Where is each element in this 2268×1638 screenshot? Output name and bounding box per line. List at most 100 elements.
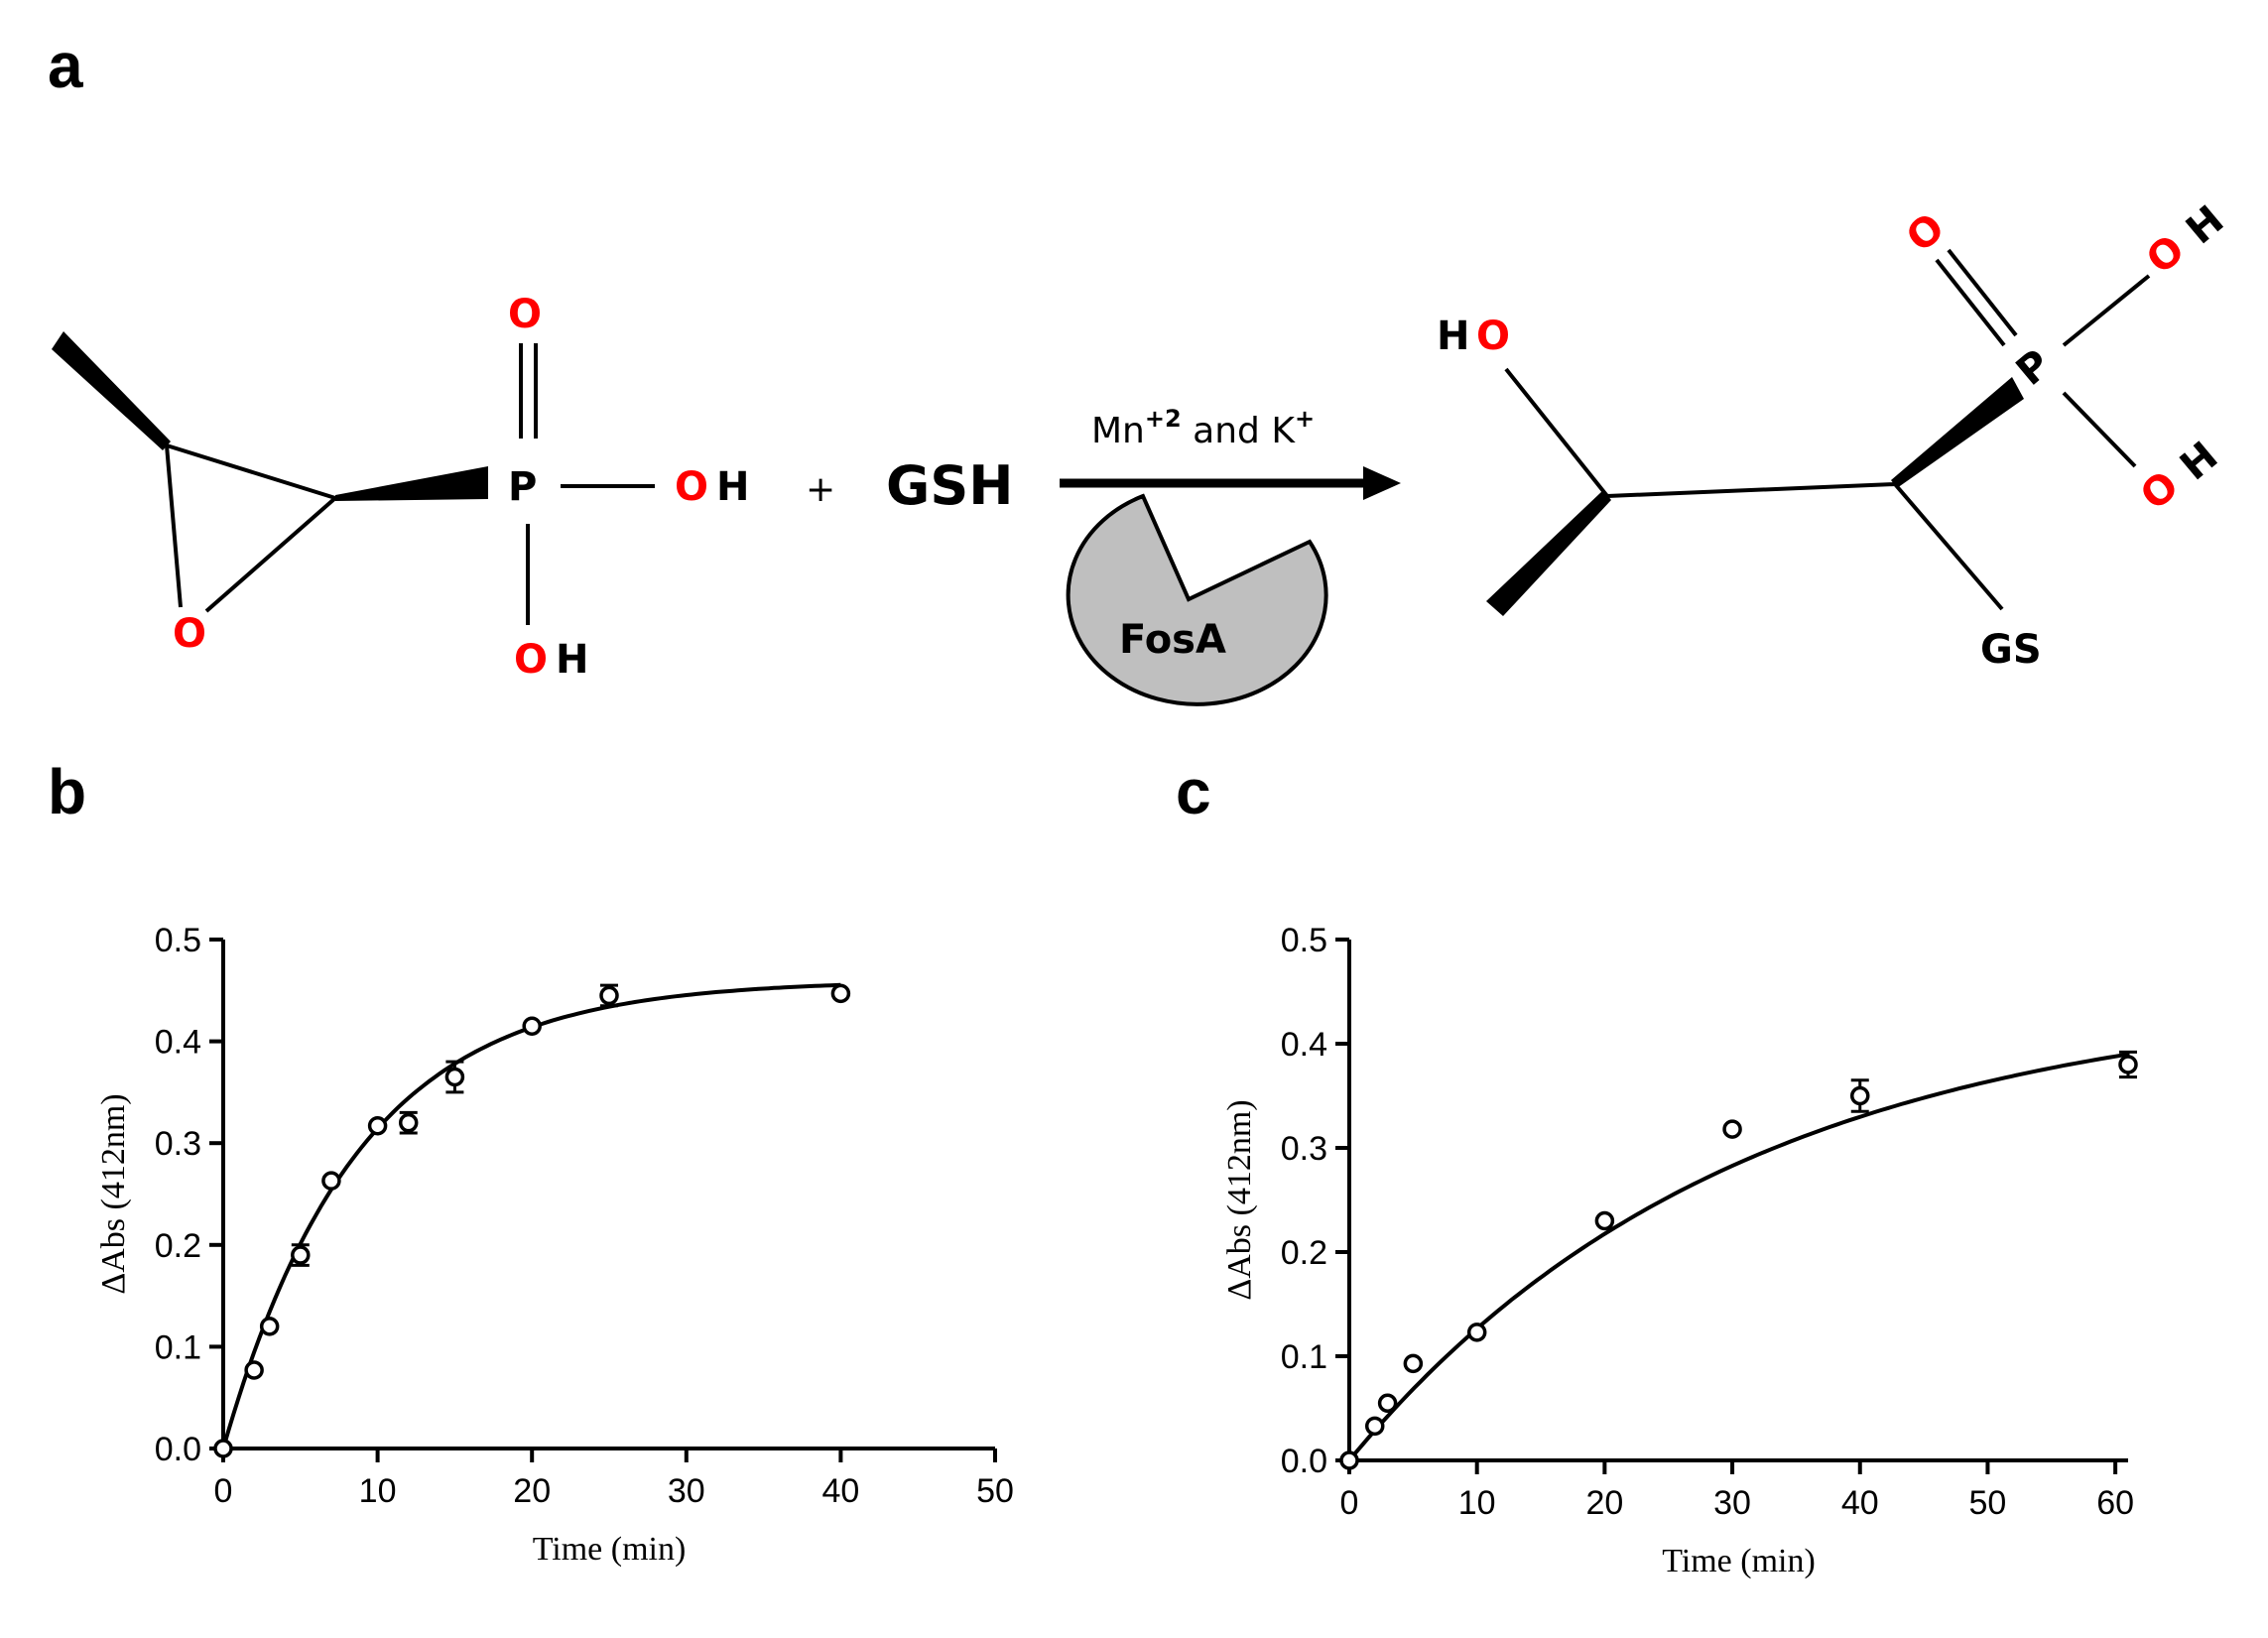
chart-b-x-tick-label: 30 — [668, 1472, 705, 1510]
chart-c-x-tick-label: 60 — [2096, 1484, 2134, 1522]
panel-label-b: b — [48, 756, 86, 827]
chart-c-data-point — [1594, 1210, 1615, 1231]
chart-c-y-tick-label: 0.4 — [1281, 1026, 1327, 1064]
chart-c-y-axis-label: ΔAbs (412nm) — [1221, 1099, 1258, 1300]
chart-c-x-tick-label: 10 — [1458, 1484, 1496, 1522]
reagent-gsh: GSH — [886, 454, 1013, 517]
chart-b-data-point — [830, 983, 851, 1004]
chart-c-data-point — [1850, 1085, 1870, 1106]
chart-b-x-axis-label: Time (min) — [533, 1531, 687, 1568]
chart-b-fit-curve — [221, 982, 841, 1449]
reaction-arrow-head — [1363, 466, 1401, 500]
chart-b-x-tick-label: 10 — [359, 1472, 397, 1510]
atom-h-bottom-product: H — [2172, 434, 2226, 490]
chart-b-axes — [209, 938, 997, 1462]
atom-h-left: H — [1437, 314, 1469, 359]
panel-label-c: c — [1176, 756, 1211, 827]
atom-h-right: H — [716, 464, 749, 510]
chart-c-data-point — [1377, 1393, 1398, 1413]
bond-pp-o-double-1 — [1935, 258, 2006, 347]
chart-c-data-point — [1339, 1450, 1359, 1470]
bond-c2-gs — [1893, 482, 2004, 611]
reaction-conditions: Mn+2 and K+ — [1091, 405, 1315, 451]
atom-p: P — [508, 464, 537, 510]
bond-ring-top — [166, 443, 336, 500]
chart-b-y-tick-label: 0.2 — [155, 1227, 201, 1265]
enzyme-label: FosA — [1119, 617, 1226, 663]
chart-b-x-tick-label: 0 — [214, 1472, 233, 1510]
chart-b-y-tick-label: 0.0 — [155, 1431, 201, 1468]
chart-c-x-tick-labels: 0 10 20 30 40 50 60 — [1340, 1484, 2135, 1522]
chart-b-data-point — [213, 1439, 233, 1458]
chart-b-data-point — [599, 985, 619, 1006]
chart-b-y-tick-label: 0.5 — [155, 922, 201, 959]
chart-c-x-tick-label: 40 — [1841, 1484, 1879, 1522]
chart-c: 0 10 20 30 40 50 60 0.0 0.1 0.2 0.3 0.4 0.5 Time (m… — [1221, 922, 2138, 1579]
chart-c-y-tick-label: 0.5 — [1281, 922, 1327, 959]
chart-c-data-point — [1722, 1119, 1742, 1139]
chart-c-x-tick-label: 0 — [1340, 1484, 1359, 1522]
atom-o-bottom: O — [514, 637, 548, 683]
chart-b-data-point — [522, 1016, 542, 1036]
chart-c-y-tick-label: 0.2 — [1281, 1234, 1327, 1272]
chart-b-y-tick-label: 0.4 — [155, 1024, 201, 1062]
chart-b-points — [213, 983, 851, 1458]
reaction-scheme: O P O O H O H + GSH Mn+2 and K+ FosA — [52, 197, 2232, 706]
bond-ring-right — [204, 496, 337, 613]
panel-label-a: a — [48, 30, 83, 101]
chart-c-data-point — [1466, 1323, 1487, 1342]
atom-h-bottom: H — [556, 637, 588, 683]
wedge-bond-product-methyl — [1486, 490, 1611, 616]
chart-b-y-tick-label: 0.1 — [155, 1328, 201, 1366]
chart-b-data-point — [259, 1317, 280, 1336]
wedge-bond-product-phosphorus — [1891, 377, 2024, 488]
chart-b-data-point — [244, 1360, 264, 1380]
chart-c-data-point — [2118, 1055, 2138, 1074]
chart-c-y-tick-labels: 0.0 0.1 0.2 0.3 0.4 0.5 — [1281, 922, 1327, 1480]
atom-o-left: O — [1476, 314, 1510, 359]
atom-o-ring: O — [173, 611, 206, 657]
chart-b-x-tick-label: 20 — [513, 1472, 551, 1510]
chart-c-data-point — [1403, 1353, 1424, 1374]
chart-c-y-tick-label: 0.0 — [1281, 1443, 1327, 1480]
chart-b-y-tick-labels: 0.0 0.1 0.2 0.3 0.4 0.5 — [155, 922, 201, 1468]
substrate-structure: O P O O H O H — [52, 292, 749, 683]
chart-b-data-point — [291, 1245, 311, 1265]
atom-o-double: O — [508, 292, 542, 337]
product-structure: H O P O O H O H GS — [1437, 197, 2232, 673]
chart-b-y-axis-label: ΔAbs (412nm) — [95, 1093, 132, 1294]
chart-b-x-tick-label: 50 — [976, 1472, 1014, 1510]
bond-ring-left — [165, 444, 183, 608]
wedge-bond-phosphorus — [335, 466, 488, 501]
bond-pp-o-double-2 — [1947, 248, 2018, 337]
enzyme-shape — [1066, 493, 1328, 706]
chart-b-x-tick-labels: 0 10 20 30 40 50 — [214, 1472, 1014, 1510]
bond-c1-oh — [1504, 367, 1609, 498]
chart-c-x-tick-label: 20 — [1585, 1484, 1623, 1522]
wedge-bond-methyl — [52, 331, 171, 450]
chart-b: 0 10 20 30 40 50 0.0 0.1 0.2 0.3 0.4 0.5 Time (min… — [95, 922, 1014, 1568]
atom-h-top-product: H — [2178, 197, 2232, 254]
bond-c1-c2 — [1606, 482, 1896, 498]
chart-c-axes — [1335, 938, 2128, 1474]
chart-b-x-tick-label: 40 — [821, 1472, 859, 1510]
chart-b-data-point — [321, 1171, 341, 1191]
chart-b-data-point — [367, 1116, 388, 1136]
chart-c-x-tick-label: 30 — [1713, 1484, 1751, 1522]
bond-pp-oh-top — [2062, 274, 2151, 347]
chart-c-points — [1339, 1050, 2138, 1470]
bond-pp-oh-bottom — [2062, 391, 2137, 468]
chart-b-data-point — [398, 1112, 419, 1133]
chart-c-data-point — [1364, 1416, 1385, 1437]
atom-o-bottom-product: O — [2132, 462, 2188, 519]
atom-gs: GS — [1980, 627, 2042, 673]
chart-b-data-point — [444, 1067, 465, 1087]
atom-o-top-product: O — [2138, 226, 2194, 283]
chart-c-x-tick-label: 50 — [1969, 1484, 2007, 1522]
plus-sign: + — [806, 469, 835, 510]
chart-c-x-axis-label: Time (min) — [1662, 1543, 1816, 1579]
chart-c-fit-curve — [1347, 1052, 2129, 1462]
chart-b-y-tick-label: 0.3 — [155, 1125, 201, 1163]
